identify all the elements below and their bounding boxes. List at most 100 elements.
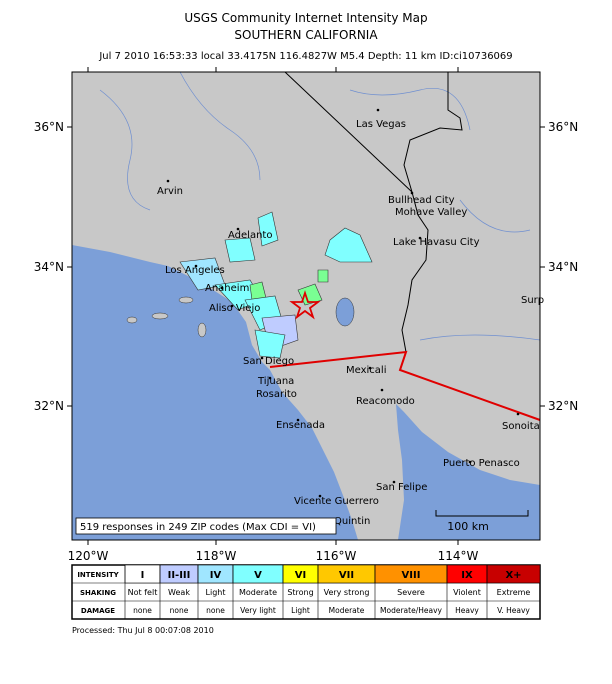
city-label: Mexicali bbox=[346, 365, 386, 376]
epicenter bbox=[289, 290, 321, 320]
city-dot bbox=[194, 264, 198, 268]
river bbox=[179, 71, 261, 181]
shaking-label: Severe bbox=[397, 588, 425, 597]
damage-label: Heavy bbox=[455, 606, 479, 615]
city-label: Anaheim bbox=[205, 283, 249, 294]
y-label: 32°N bbox=[34, 399, 64, 413]
city-dot bbox=[260, 356, 264, 360]
zip-area bbox=[317, 269, 329, 283]
city-label: Quintin bbox=[334, 516, 370, 527]
y-label: 32°N bbox=[548, 399, 578, 413]
city-dot bbox=[376, 108, 380, 112]
shaking-label: Strong bbox=[287, 588, 313, 597]
intensity-label: IX bbox=[461, 570, 473, 581]
city-label: Tijuana bbox=[257, 376, 294, 387]
frame bbox=[71, 71, 541, 541]
legend-row-label: DAMAGE bbox=[81, 607, 115, 615]
city-label: Arvin bbox=[157, 186, 183, 197]
city-dot bbox=[220, 286, 224, 290]
x-label: 116°W bbox=[316, 549, 357, 563]
intensity-label: V bbox=[254, 570, 262, 581]
island bbox=[151, 312, 169, 320]
damage-label: Moderate bbox=[329, 606, 365, 615]
city-dot bbox=[410, 191, 414, 195]
intensity-label: VIII bbox=[402, 570, 421, 581]
city-label: Sonoita bbox=[502, 421, 540, 432]
zip-area bbox=[254, 329, 286, 359]
river bbox=[99, 89, 151, 211]
axis-labels: 120°W 118°W 116°W 114°W 36°N 36°N 34°N 34°N 32°N… bbox=[34, 67, 578, 563]
damage-label: none bbox=[133, 606, 152, 615]
city-label: Aliso Viejo bbox=[209, 303, 260, 314]
salton-sea bbox=[335, 297, 355, 327]
y-label: 36°N bbox=[34, 120, 64, 134]
city-dot bbox=[268, 376, 272, 380]
shaking-label: Weak bbox=[168, 588, 190, 597]
city-label: San Diego bbox=[243, 356, 294, 367]
legend-row-label: SHAKING bbox=[80, 589, 116, 597]
city-label: Adelanto bbox=[228, 230, 272, 241]
river bbox=[459, 199, 531, 233]
city-label: Los Angeles bbox=[165, 265, 225, 276]
city-label: Lake Havasu City bbox=[393, 237, 480, 248]
island bbox=[178, 296, 194, 304]
intensity-label: IV bbox=[210, 570, 222, 581]
shaking-label: Extreme bbox=[497, 588, 531, 597]
city-label: Vicente Guerrero bbox=[294, 496, 379, 507]
info: Jul 7 2010 16:53:33 local 33.4175N 116.4… bbox=[98, 51, 512, 62]
city-label: Puerto Penasco bbox=[443, 458, 520, 469]
x-label: 118°W bbox=[196, 549, 237, 563]
city-dot bbox=[296, 418, 300, 422]
city-label: Mohave Valley bbox=[395, 207, 467, 218]
shaking-label: Light bbox=[206, 588, 226, 597]
zip-area bbox=[224, 237, 256, 263]
state-line bbox=[284, 71, 413, 193]
city-dot bbox=[318, 494, 322, 498]
subtitle: SOUTHERN CALIFORNIA bbox=[234, 28, 378, 42]
city-label: Rosarito bbox=[256, 389, 297, 400]
shaking-label: Very strong bbox=[324, 588, 370, 597]
shaking-label: Not felt bbox=[128, 588, 158, 597]
river bbox=[349, 88, 471, 131]
intensity-label: VI bbox=[295, 570, 306, 581]
damage-label: Light bbox=[291, 606, 310, 615]
damage-label: Very light bbox=[240, 606, 276, 615]
damage-label: none bbox=[170, 606, 189, 615]
island bbox=[126, 316, 138, 324]
x-label: 120°W bbox=[68, 549, 109, 563]
border bbox=[269, 350, 541, 421]
summary: 519 responses in 249 ZIP codes (Max CDI … bbox=[80, 522, 316, 533]
rivers bbox=[99, 71, 541, 341]
river bbox=[419, 334, 541, 341]
scale-label: 100 km bbox=[447, 520, 489, 533]
damage-label: Moderate/Heavy bbox=[380, 606, 442, 615]
shaking-label: Violent bbox=[453, 588, 481, 597]
city-dot bbox=[468, 460, 472, 464]
city-dot bbox=[236, 227, 240, 231]
intensity-label: X+ bbox=[505, 570, 521, 581]
city-dot bbox=[380, 388, 384, 392]
footer: Processed: Thu Jul 8 00:07:08 2010 bbox=[72, 626, 214, 635]
zip-areas bbox=[179, 211, 373, 359]
city-dot bbox=[418, 236, 422, 240]
legend: INTENSITY SHAKING DAMAGE I Not felt none II-II… bbox=[71, 564, 541, 620]
ocean bbox=[72, 245, 358, 540]
x-label: 114°W bbox=[438, 549, 479, 563]
city-dot bbox=[166, 179, 170, 183]
intensity-label: II-III bbox=[168, 570, 191, 581]
legend-row-label: INTENSITY bbox=[77, 571, 119, 579]
y-label: 34°N bbox=[34, 260, 64, 274]
city-dot bbox=[230, 304, 234, 308]
y-label: 36°N bbox=[548, 120, 578, 134]
gulf bbox=[396, 404, 540, 540]
intensity-label: VII bbox=[339, 570, 354, 581]
intensity-label: I bbox=[141, 570, 145, 581]
shaking-label: Moderate bbox=[239, 588, 277, 597]
island bbox=[197, 322, 207, 338]
city-dot bbox=[392, 480, 396, 484]
city-dot bbox=[368, 366, 372, 370]
city-label: Las Vegas bbox=[356, 119, 406, 130]
city-dot bbox=[516, 412, 520, 416]
city-label: Ensenada bbox=[276, 420, 325, 431]
